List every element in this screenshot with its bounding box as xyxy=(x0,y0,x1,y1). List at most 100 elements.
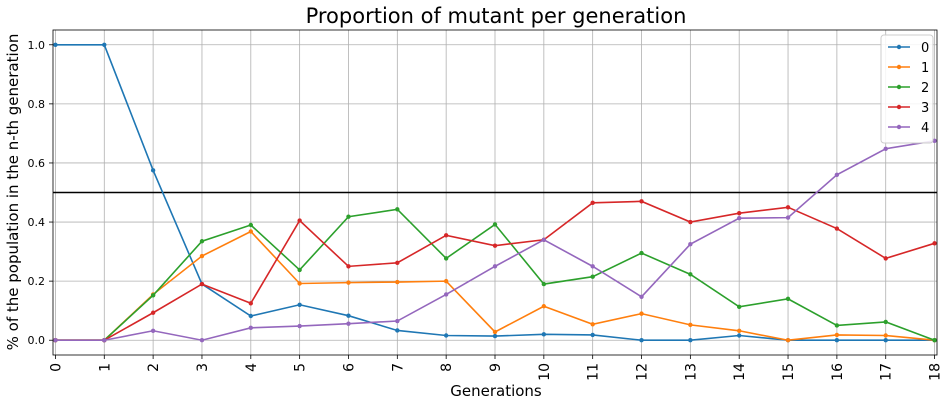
data-point xyxy=(688,338,693,343)
data-point xyxy=(883,319,888,325)
data-point xyxy=(395,207,400,212)
data-point xyxy=(248,325,254,331)
x-tick-label: 3 xyxy=(195,363,211,372)
legend-label: 2 xyxy=(921,81,929,96)
x-axis-ticks: 0 1 2 3 4 5 6 7 8 9 10 11 12 13 14 15 16 17 18 xyxy=(48,355,944,381)
data-point xyxy=(932,338,937,343)
x-tick-label: 18 xyxy=(928,363,944,381)
y-tick-label: 0.4 xyxy=(28,216,46,229)
data-point xyxy=(688,242,693,247)
data-point xyxy=(541,237,547,242)
data-point xyxy=(736,333,742,338)
data-point xyxy=(639,311,644,316)
data-point xyxy=(590,264,595,269)
legend-marker xyxy=(896,84,902,90)
data-point xyxy=(590,200,595,206)
y-axis-ticks: 0.0 0.2 0.4 0.6 0.8 1.0 xyxy=(28,39,53,347)
data-point xyxy=(443,292,449,297)
data-point xyxy=(346,280,351,285)
data-point xyxy=(785,338,791,343)
data-point xyxy=(346,313,351,318)
data-point xyxy=(883,338,888,343)
x-tick-label: 14 xyxy=(732,363,748,381)
data-point xyxy=(688,322,693,328)
y-axis-label: % of the population in the n-th generati… xyxy=(4,34,22,351)
x-tick-label: 10 xyxy=(537,363,553,381)
data-point xyxy=(639,338,644,343)
data-point xyxy=(395,260,400,266)
data-point xyxy=(492,222,498,227)
data-point xyxy=(492,264,498,269)
series-4 xyxy=(53,138,937,343)
x-tick-label: 9 xyxy=(488,363,504,372)
x-tick-label: 0 xyxy=(48,363,64,372)
data-point xyxy=(199,281,205,287)
data-point xyxy=(834,226,840,231)
data-point xyxy=(150,310,156,315)
data-point xyxy=(150,293,156,298)
data-point xyxy=(346,264,351,269)
data-point xyxy=(248,313,254,319)
data-point xyxy=(736,216,742,221)
data-point xyxy=(688,272,693,277)
data-point xyxy=(736,210,742,216)
data-point xyxy=(590,274,595,279)
data-point xyxy=(883,256,888,261)
data-point xyxy=(102,42,107,47)
data-point xyxy=(248,222,254,228)
data-point xyxy=(248,301,254,306)
data-point xyxy=(590,332,595,338)
data-point xyxy=(883,146,888,151)
data-point xyxy=(590,322,595,327)
y-tick-label: 0.2 xyxy=(28,275,46,288)
data-point xyxy=(150,328,156,333)
series-layer xyxy=(53,42,937,343)
data-point xyxy=(297,281,302,286)
data-point xyxy=(199,239,205,244)
legend-label: 1 xyxy=(921,61,929,76)
legend-item: 0 xyxy=(888,41,929,56)
data-point xyxy=(199,253,205,259)
legend-item: 3 xyxy=(888,101,929,116)
data-point xyxy=(346,321,351,326)
chart-title: Proportion of mutant per generation xyxy=(306,4,687,28)
legend-box xyxy=(880,34,934,144)
data-point xyxy=(492,333,498,339)
data-point xyxy=(443,256,449,261)
data-point xyxy=(199,338,205,343)
data-point xyxy=(395,318,400,324)
legend-marker xyxy=(896,104,902,110)
data-point xyxy=(297,267,302,273)
data-point xyxy=(150,168,156,173)
x-tick-label: 13 xyxy=(683,363,699,381)
data-point xyxy=(639,250,644,256)
x-tick-label: 11 xyxy=(586,363,602,381)
legend-label: 3 xyxy=(921,101,929,116)
x-tick-label: 4 xyxy=(244,363,260,372)
x-tick-label: 2 xyxy=(146,363,162,372)
data-point xyxy=(834,323,840,328)
data-point xyxy=(443,278,449,284)
data-point xyxy=(932,241,937,246)
legend-marker xyxy=(896,124,902,130)
data-point xyxy=(297,218,302,223)
data-point xyxy=(53,338,58,343)
legend-item: 4 xyxy=(888,121,929,136)
data-point xyxy=(395,279,400,285)
x-tick-label: 1 xyxy=(97,363,113,372)
data-point xyxy=(395,328,400,333)
y-tick-label: 0.8 xyxy=(28,98,46,111)
data-point xyxy=(297,302,302,307)
data-point xyxy=(834,332,840,338)
data-point xyxy=(688,219,693,225)
data-point xyxy=(297,323,302,329)
x-tick-label: 17 xyxy=(879,363,895,381)
legend-label: 0 xyxy=(921,41,929,56)
data-point xyxy=(492,243,498,248)
data-point xyxy=(834,172,840,177)
data-point xyxy=(102,338,107,343)
legend-item: 2 xyxy=(888,81,929,96)
legend-marker xyxy=(896,64,902,70)
data-point xyxy=(346,214,351,219)
legend: 0 1 2 3 4 xyxy=(880,34,934,144)
